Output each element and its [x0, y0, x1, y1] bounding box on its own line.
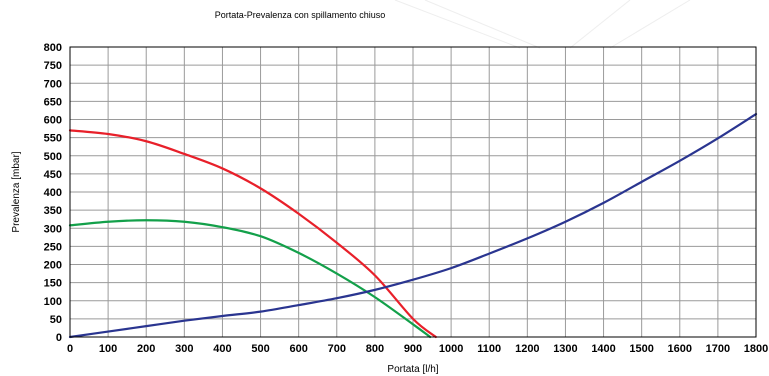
series-line-2 [68, 219, 432, 339]
x-tick-label: 200 [137, 343, 155, 355]
x-tick-label: 100 [99, 343, 117, 355]
y-tick-label: 100 [44, 296, 62, 308]
y-tick-label: 200 [44, 260, 62, 272]
x-tick-labels: 0 100 200 300 400 500 600 700 800 900 1000 1100 1200… [67, 343, 768, 355]
x-axis-title: Portata [l/h] [387, 364, 438, 375]
y-tick-label: 750 [44, 60, 62, 72]
x-tick-label: 300 [175, 343, 193, 355]
y-tick-label: 700 [44, 78, 62, 90]
x-tick-label: 1100 [477, 343, 501, 355]
x-tick-label: 500 [251, 343, 269, 355]
y-tick-label: 300 [44, 223, 62, 235]
chart-title: Portata-Prevalenza con spillamento chius… [215, 10, 386, 20]
x-tick-label: 800 [366, 343, 384, 355]
y-tick-label: 0 [56, 332, 62, 344]
x-tick-label: 1400 [591, 343, 615, 355]
x-tick-label: 1500 [629, 343, 653, 355]
x-tick-label: 400 [213, 343, 231, 355]
x-tick-label: 600 [289, 343, 307, 355]
x-tick-label: 1600 [668, 343, 692, 355]
y-tick-label: 150 [44, 278, 62, 290]
y-tick-labels: 0 50 100 150 200 250 300 350 400 450 500 550 600 650 7… [44, 42, 62, 344]
x-tick-label: 700 [328, 343, 346, 355]
y-axis-title: Prevalenza [mbar] [11, 151, 22, 232]
y-tick-label: 50 [50, 314, 62, 326]
x-tick-label: 1300 [553, 343, 577, 355]
y-tick-label: 250 [44, 241, 62, 253]
y-tick-label: 800 [44, 42, 62, 54]
series-layer [68, 112, 758, 339]
series-line-3 [68, 112, 758, 339]
y-tick-label: 350 [44, 205, 62, 217]
x-tick-label: 1700 [706, 343, 730, 355]
x-tick-label: 0 [67, 343, 73, 355]
x-tick-label: 1800 [744, 343, 768, 355]
y-tick-label: 450 [44, 169, 62, 181]
y-tick-label: 650 [44, 96, 62, 108]
background-decoration [394, 0, 691, 49]
y-tick-label: 600 [44, 115, 62, 127]
y-tick-label: 500 [44, 151, 62, 163]
grid [69, 46, 757, 338]
y-tick-label: 400 [44, 187, 62, 199]
x-tick-label: 1200 [515, 343, 539, 355]
plot-frame [69, 46, 757, 338]
x-tick-label: 1000 [439, 343, 463, 355]
x-tick-label: 900 [404, 343, 422, 355]
y-tick-label: 550 [44, 133, 62, 145]
